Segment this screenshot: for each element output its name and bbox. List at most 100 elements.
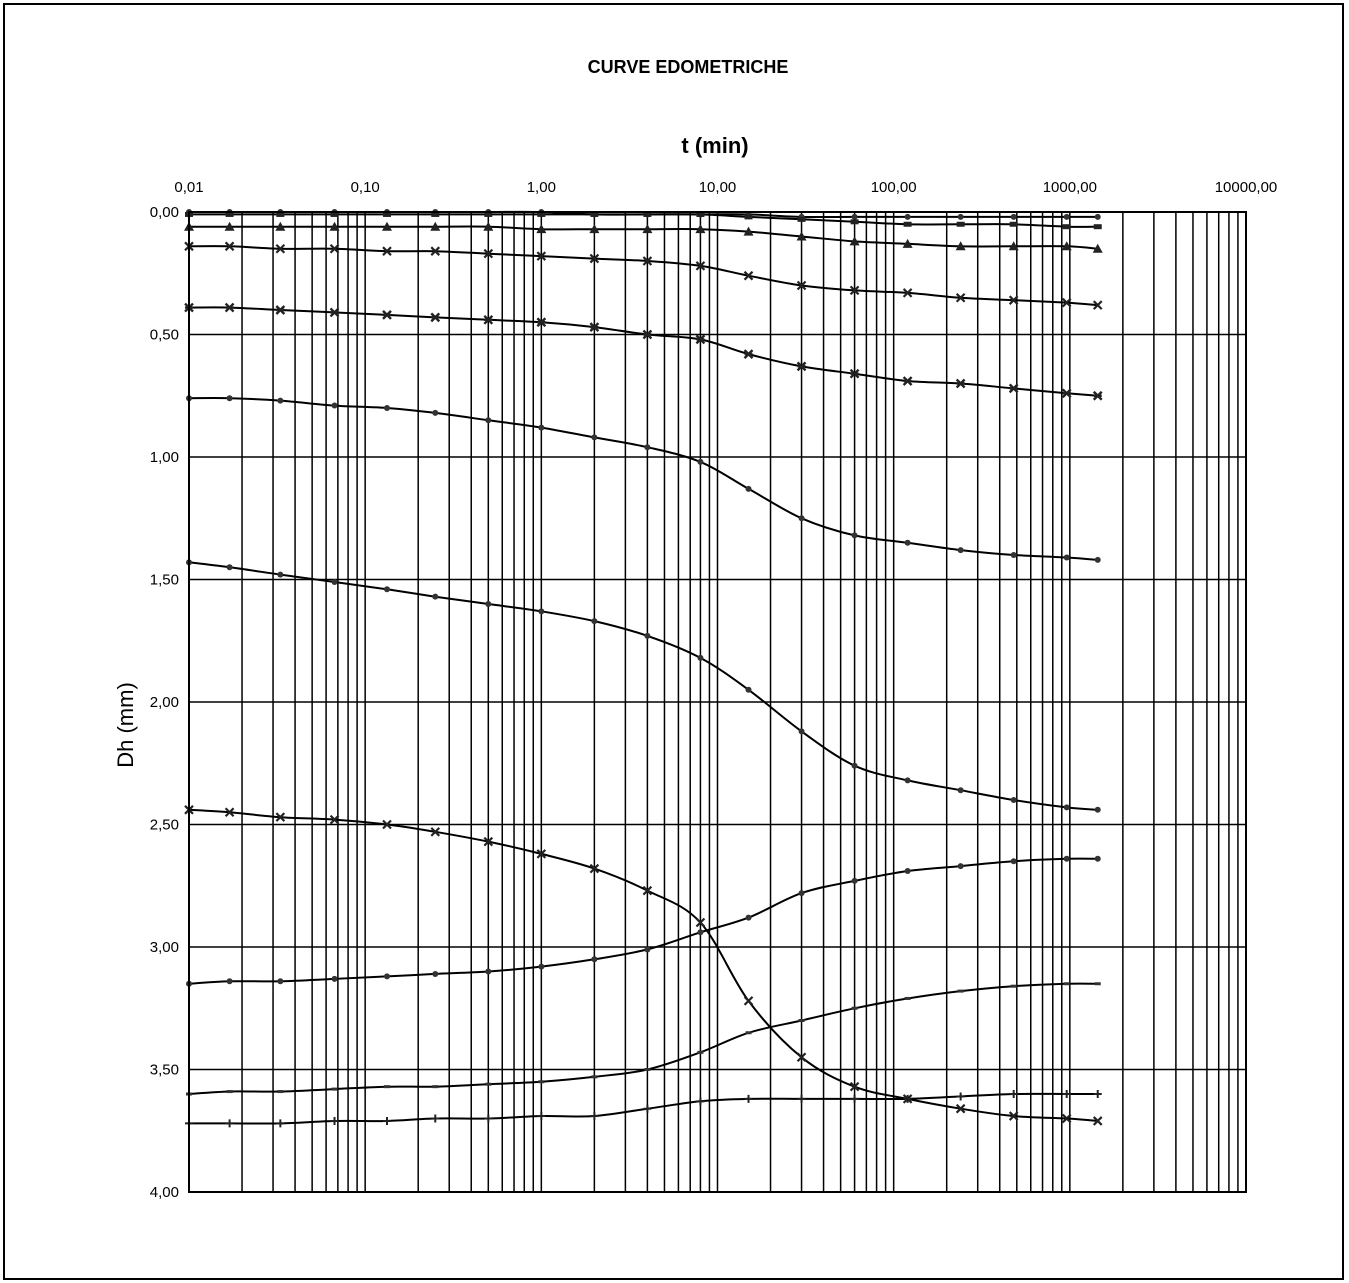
data-point — [538, 608, 545, 615]
data-point — [796, 280, 807, 291]
data-point — [644, 632, 651, 639]
data-point — [383, 973, 390, 980]
data-point — [382, 1116, 391, 1125]
gridlines — [188, 211, 1246, 1193]
data-point — [485, 1082, 492, 1086]
data-point — [1093, 1090, 1102, 1098]
y-tick-label: 3,50 — [150, 1062, 179, 1079]
y-tick-label: 1,00 — [150, 449, 179, 466]
data-point — [955, 292, 966, 303]
data-point — [538, 1080, 545, 1084]
curve-line — [188, 857, 1098, 985]
data-point — [225, 1119, 234, 1128]
curve-line — [188, 808, 1098, 1122]
data-point — [1092, 300, 1103, 310]
data-point — [275, 221, 286, 231]
data-point — [483, 314, 494, 325]
curve-7 — [186, 559, 1101, 813]
data-point — [1063, 554, 1070, 561]
data-point — [642, 885, 653, 896]
data-point — [957, 863, 964, 870]
data-point — [1092, 1116, 1103, 1126]
data-point — [589, 224, 600, 234]
data-point — [329, 243, 340, 254]
data-point — [382, 211, 391, 217]
data-point — [226, 978, 233, 985]
data-point — [591, 956, 598, 963]
data-point — [904, 868, 911, 875]
data-point — [591, 1075, 598, 1079]
data-point — [1092, 390, 1103, 401]
data-point — [697, 458, 704, 465]
curve-6 — [186, 395, 1101, 563]
curve-line — [188, 982, 1098, 1095]
data-point — [902, 238, 913, 248]
data-point — [957, 787, 964, 794]
data-point — [955, 378, 966, 389]
data-point — [798, 890, 805, 897]
curve-line — [188, 397, 1098, 561]
y-tick-labels: 0,00 0,50 1,00 1,50 2,00 2,50 3,00 3,50 4,00 — [150, 204, 179, 1201]
data-point — [1094, 213, 1101, 220]
data-point — [331, 1087, 338, 1091]
data-point — [1063, 213, 1070, 220]
data-point — [382, 310, 392, 320]
data-point — [485, 968, 492, 975]
curve-10 — [186, 982, 1101, 1096]
data-point — [743, 270, 754, 281]
data-point — [224, 302, 235, 313]
data-point — [1094, 806, 1101, 813]
data-point — [537, 1112, 546, 1121]
data-point — [484, 211, 493, 217]
data-point — [1061, 388, 1072, 399]
data-point — [850, 1094, 859, 1103]
data-point — [431, 1114, 440, 1123]
data-point — [955, 241, 966, 251]
data-point — [331, 578, 338, 585]
data-point — [1008, 1111, 1019, 1121]
data-point — [902, 288, 913, 298]
data-point — [745, 686, 752, 693]
data-point — [745, 485, 752, 492]
data-point — [643, 211, 652, 217]
data-point — [589, 322, 600, 332]
data-point — [329, 307, 340, 318]
data-point — [904, 996, 911, 1000]
data-point — [331, 402, 338, 409]
data-point — [1062, 224, 1071, 230]
data-point — [956, 221, 965, 227]
data-point — [851, 762, 858, 769]
data-point — [744, 1094, 753, 1103]
data-point — [1094, 556, 1101, 563]
data-point — [1010, 552, 1017, 558]
data-point — [797, 216, 806, 222]
data-point — [956, 1092, 965, 1101]
data-point — [695, 261, 706, 271]
data-point — [643, 1104, 652, 1113]
data-point — [849, 285, 860, 296]
y-tick-label: 0,50 — [150, 327, 179, 344]
data-point — [696, 1097, 705, 1106]
y-tick-label: 2,50 — [150, 817, 179, 834]
data-point — [744, 214, 753, 220]
data-point — [1010, 797, 1017, 803]
data-point — [851, 532, 858, 539]
plot-area-border — [188, 211, 1247, 1193]
data-point — [276, 1119, 285, 1128]
data-point — [382, 819, 392, 830]
data-point — [483, 248, 494, 259]
y-tick-label: 4,00 — [150, 1184, 179, 1201]
data-point — [850, 219, 859, 225]
data-point — [591, 618, 598, 625]
data-point — [849, 1081, 860, 1092]
data-point — [276, 211, 285, 217]
data-point — [642, 329, 653, 340]
data-point — [851, 213, 858, 220]
data-point — [483, 221, 494, 231]
x-tick-label: 10000,00 — [1215, 179, 1278, 196]
data-point — [329, 221, 340, 231]
data-point — [330, 211, 339, 217]
data-point — [697, 654, 704, 661]
data-point — [383, 586, 390, 593]
